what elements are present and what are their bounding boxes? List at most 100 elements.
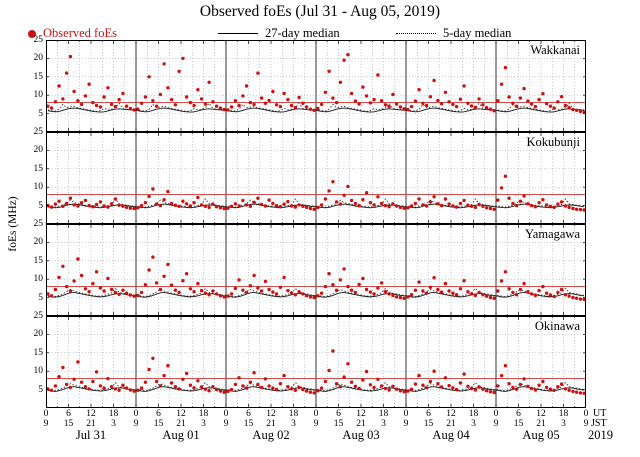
- observed-point: [79, 380, 84, 384]
- observed-point: [132, 294, 136, 298]
- day-label: Aug 02: [252, 428, 290, 442]
- observed-point: [244, 203, 249, 207]
- observed-point: [364, 191, 369, 195]
- y-tick-label: 20: [33, 329, 44, 340]
- observed-point: [237, 376, 241, 380]
- observed-point: [451, 386, 455, 390]
- observed-point: [428, 95, 433, 99]
- observed-point: [353, 99, 358, 103]
- observed-point: [158, 203, 163, 208]
- observed-point: [211, 289, 215, 293]
- observed-point: [151, 356, 155, 360]
- observed-point: [244, 386, 249, 390]
- ut-tick-label: 18: [558, 409, 569, 419]
- observed-point: [113, 197, 118, 201]
- observed-point: [312, 108, 316, 113]
- observed-point: [582, 297, 586, 302]
- observed-point: [286, 385, 290, 389]
- observed-point: [139, 203, 144, 208]
- observed-point: [312, 295, 316, 300]
- observed-point: [417, 280, 421, 284]
- observed-point: [484, 294, 489, 298]
- observed-points: [46, 174, 586, 212]
- observed-point: [376, 286, 380, 290]
- observed-point: [46, 292, 50, 296]
- observed-point: [102, 95, 106, 99]
- observed-point: [177, 387, 181, 391]
- observed-point: [379, 99, 384, 103]
- day-label: Aug 04: [432, 428, 470, 442]
- ut-tick-label: 6: [66, 409, 71, 419]
- observed-point: [409, 204, 414, 208]
- observed-point: [83, 94, 88, 98]
- observed-point: [241, 384, 245, 388]
- observed-point: [462, 372, 466, 376]
- jst-tick-label: 15: [63, 419, 74, 429]
- observed-point: [477, 202, 481, 207]
- observed-point: [222, 295, 226, 299]
- observed-point: [364, 94, 369, 98]
- observed-point: [282, 91, 286, 96]
- observed-point: [503, 174, 508, 178]
- observed-point: [79, 102, 84, 107]
- observed-point: [421, 203, 425, 207]
- observed-point: [94, 370, 99, 374]
- year-label: 2019: [588, 428, 613, 442]
- observed-point: [541, 379, 545, 384]
- observed-point: [439, 203, 444, 208]
- y-tick-label: 20: [33, 53, 44, 64]
- observed-points: [46, 255, 586, 302]
- day-label: Jul 31: [75, 428, 107, 442]
- observed-point: [214, 104, 219, 108]
- observed-point: [274, 203, 279, 208]
- observed-point: [256, 71, 260, 75]
- observed-point: [361, 85, 365, 89]
- observed-point: [109, 202, 114, 206]
- observed-point: [447, 100, 451, 104]
- observed-point: [286, 199, 290, 204]
- observed-point: [98, 105, 103, 109]
- observed-point: [139, 290, 144, 295]
- observed-point: [72, 279, 76, 283]
- observed-point: [124, 205, 129, 210]
- observed-point: [402, 296, 406, 300]
- observed-point: [323, 197, 328, 201]
- observed-point: [244, 84, 249, 88]
- observed-point: [533, 104, 538, 109]
- observed-point: [417, 88, 421, 92]
- ut-tick-label: 0: [223, 409, 229, 419]
- observed-point: [53, 287, 58, 292]
- observed-point: [109, 102, 114, 107]
- observed-point: [188, 287, 193, 291]
- observed-point: [64, 382, 69, 387]
- jst-tick-label: 9: [493, 419, 499, 429]
- observed-point: [188, 383, 193, 387]
- y-tick-label: 5: [38, 384, 43, 395]
- observed-point: [436, 202, 440, 206]
- observed-point: [481, 103, 485, 107]
- observed-point: [49, 106, 54, 110]
- jst-tick-label: 15: [243, 419, 254, 429]
- observed-point: [151, 255, 155, 259]
- observed-point: [199, 385, 204, 389]
- observed-point: [559, 200, 564, 204]
- observed-point: [154, 202, 159, 206]
- observed-point: [132, 389, 136, 393]
- observed-point: [72, 203, 76, 207]
- observed-point: [424, 204, 429, 208]
- observed-point: [147, 268, 151, 272]
- observed-point: [196, 281, 200, 286]
- observed-point: [308, 107, 313, 111]
- observed-point: [541, 284, 545, 289]
- observed-point: [211, 202, 215, 206]
- y-tick-label: 10: [33, 366, 44, 377]
- observed-point: [252, 273, 256, 278]
- solid-line-icon: [218, 33, 258, 34]
- observed-point: [203, 291, 208, 295]
- observed-point: [139, 386, 144, 390]
- observed-point: [346, 184, 350, 189]
- observed-point: [477, 385, 481, 389]
- ut-tick-label: 12: [356, 409, 366, 419]
- observed-point: [192, 386, 196, 390]
- observed-point: [282, 202, 286, 206]
